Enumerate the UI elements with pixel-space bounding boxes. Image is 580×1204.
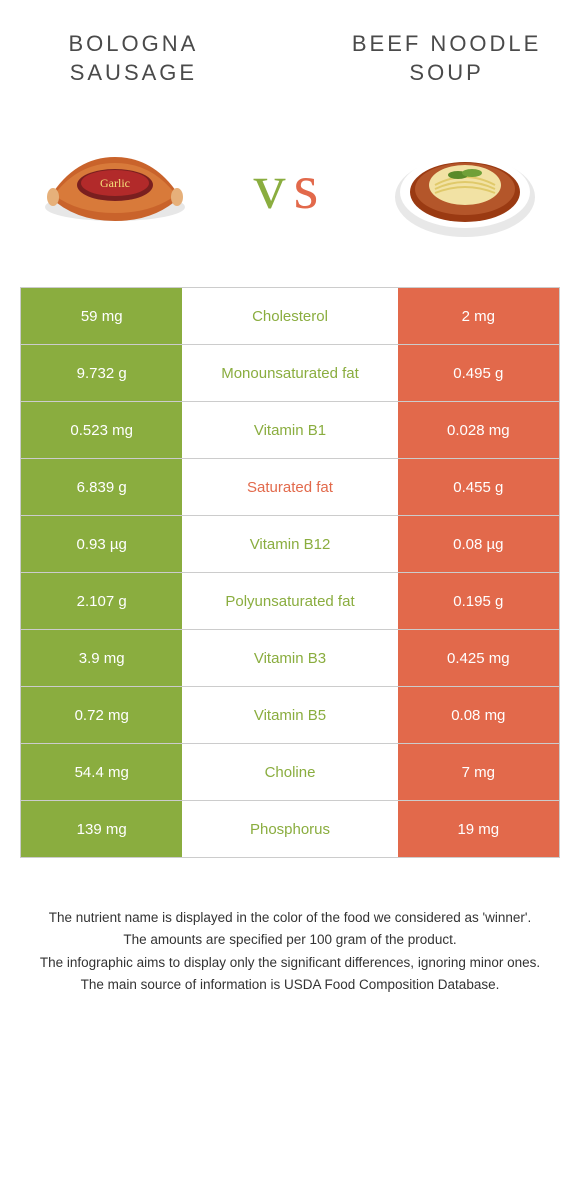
footnote-line: The nutrient name is displayed in the co… bbox=[20, 908, 560, 928]
table-row: 139 mgPhosphorus19 mg bbox=[21, 801, 559, 858]
nutrient-label: Cholesterol bbox=[182, 288, 397, 344]
nutrient-label: Polyunsaturated fat bbox=[182, 573, 397, 629]
table-row: 0.93 µgVitamin B120.08 µg bbox=[21, 516, 559, 573]
right-value: 0.195 g bbox=[398, 573, 559, 629]
right-value: 0.08 mg bbox=[398, 687, 559, 743]
table-row: 59 mgCholesterol2 mg bbox=[21, 288, 559, 345]
right-value: 0.08 µg bbox=[398, 516, 559, 572]
left-value: 59 mg bbox=[21, 288, 182, 344]
nutrient-label: Vitamin B5 bbox=[182, 687, 397, 743]
right-value: 0.028 mg bbox=[398, 402, 559, 458]
vs-s-letter: s bbox=[294, 151, 327, 222]
right-food-title: Beef Noodle Soup bbox=[333, 30, 560, 87]
svg-text:Garlic: Garlic bbox=[100, 176, 130, 190]
table-row: 2.107 gPolyunsaturated fat0.195 g bbox=[21, 573, 559, 630]
right-value: 2 mg bbox=[398, 288, 559, 344]
nutrient-label: Vitamin B12 bbox=[182, 516, 397, 572]
left-value: 2.107 g bbox=[21, 573, 182, 629]
table-row: 6.839 gSaturated fat0.455 g bbox=[21, 459, 559, 516]
right-value: 0.495 g bbox=[398, 345, 559, 401]
table-row: 0.523 mgVitamin B10.028 mg bbox=[21, 402, 559, 459]
titles-row: Bologna Sausage Beef Noodle Soup bbox=[20, 30, 560, 87]
left-value: 9.732 g bbox=[21, 345, 182, 401]
comparison-table: 59 mgCholesterol2 mg9.732 gMonounsaturat… bbox=[20, 287, 560, 858]
nutrient-label: Vitamin B1 bbox=[182, 402, 397, 458]
footnotes: The nutrient name is displayed in the co… bbox=[20, 908, 560, 995]
left-value: 0.523 mg bbox=[21, 402, 182, 458]
vs-row: Garlic vs bbox=[20, 127, 560, 247]
nutrient-label: Vitamin B3 bbox=[182, 630, 397, 686]
table-row: 54.4 mgCholine7 mg bbox=[21, 744, 559, 801]
left-value: 0.93 µg bbox=[21, 516, 182, 572]
footnote-line: The infographic aims to display only the… bbox=[20, 953, 560, 973]
right-value: 7 mg bbox=[398, 744, 559, 800]
footnote-line: The amounts are specified per 100 gram o… bbox=[20, 930, 560, 950]
left-value: 6.839 g bbox=[21, 459, 182, 515]
vs-label: vs bbox=[254, 150, 327, 224]
table-row: 9.732 gMonounsaturated fat0.495 g bbox=[21, 345, 559, 402]
right-value: 0.425 mg bbox=[398, 630, 559, 686]
footnote-line: The main source of information is USDA F… bbox=[20, 975, 560, 995]
table-row: 3.9 mgVitamin B30.425 mg bbox=[21, 630, 559, 687]
infographic-container: Bologna Sausage Beef Noodle Soup Garlic … bbox=[0, 0, 580, 1017]
right-value: 19 mg bbox=[398, 801, 559, 857]
nutrient-label: Phosphorus bbox=[182, 801, 397, 857]
left-value: 0.72 mg bbox=[21, 687, 182, 743]
left-food-title: Bologna Sausage bbox=[20, 30, 247, 87]
vs-v-letter: v bbox=[254, 151, 294, 222]
nutrient-label: Choline bbox=[182, 744, 397, 800]
right-value: 0.455 g bbox=[398, 459, 559, 515]
left-value: 54.4 mg bbox=[21, 744, 182, 800]
left-food-image: Garlic bbox=[30, 127, 200, 247]
left-value: 3.9 mg bbox=[21, 630, 182, 686]
nutrient-label: Monounsaturated fat bbox=[182, 345, 397, 401]
right-food-image bbox=[380, 127, 550, 247]
table-row: 0.72 mgVitamin B50.08 mg bbox=[21, 687, 559, 744]
left-value: 139 mg bbox=[21, 801, 182, 857]
nutrient-label: Saturated fat bbox=[182, 459, 397, 515]
